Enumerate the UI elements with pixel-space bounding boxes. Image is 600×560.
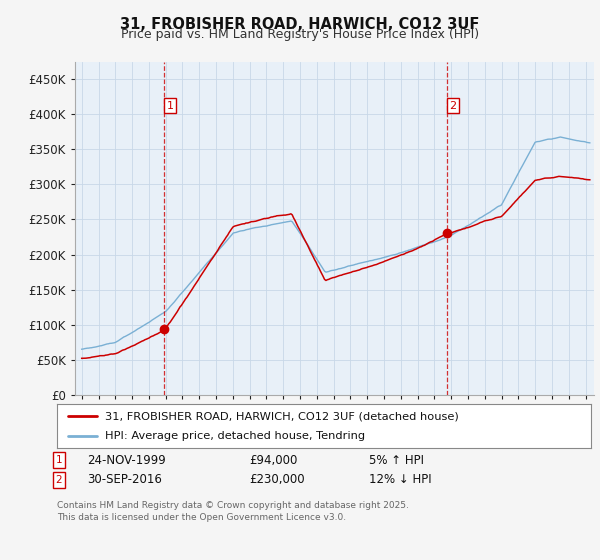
Text: 1: 1 [167, 101, 173, 111]
Text: Price paid vs. HM Land Registry's House Price Index (HPI): Price paid vs. HM Land Registry's House … [121, 28, 479, 41]
Text: £230,000: £230,000 [249, 473, 305, 487]
Text: 12% ↓ HPI: 12% ↓ HPI [369, 473, 431, 487]
Text: Contains HM Land Registry data © Crown copyright and database right 2025.
This d: Contains HM Land Registry data © Crown c… [57, 501, 409, 522]
Text: £94,000: £94,000 [249, 454, 298, 467]
Text: 31, FROBISHER ROAD, HARWICH, CO12 3UF (detached house): 31, FROBISHER ROAD, HARWICH, CO12 3UF (d… [105, 411, 459, 421]
Text: 2: 2 [55, 475, 62, 485]
Text: 31, FROBISHER ROAD, HARWICH, CO12 3UF: 31, FROBISHER ROAD, HARWICH, CO12 3UF [121, 17, 479, 32]
Text: 2: 2 [449, 101, 457, 111]
Text: HPI: Average price, detached house, Tendring: HPI: Average price, detached house, Tend… [105, 431, 365, 441]
Text: 5% ↑ HPI: 5% ↑ HPI [369, 454, 424, 467]
Text: 30-SEP-2016: 30-SEP-2016 [87, 473, 162, 487]
Text: 1: 1 [55, 455, 62, 465]
Text: 24-NOV-1999: 24-NOV-1999 [87, 454, 166, 467]
